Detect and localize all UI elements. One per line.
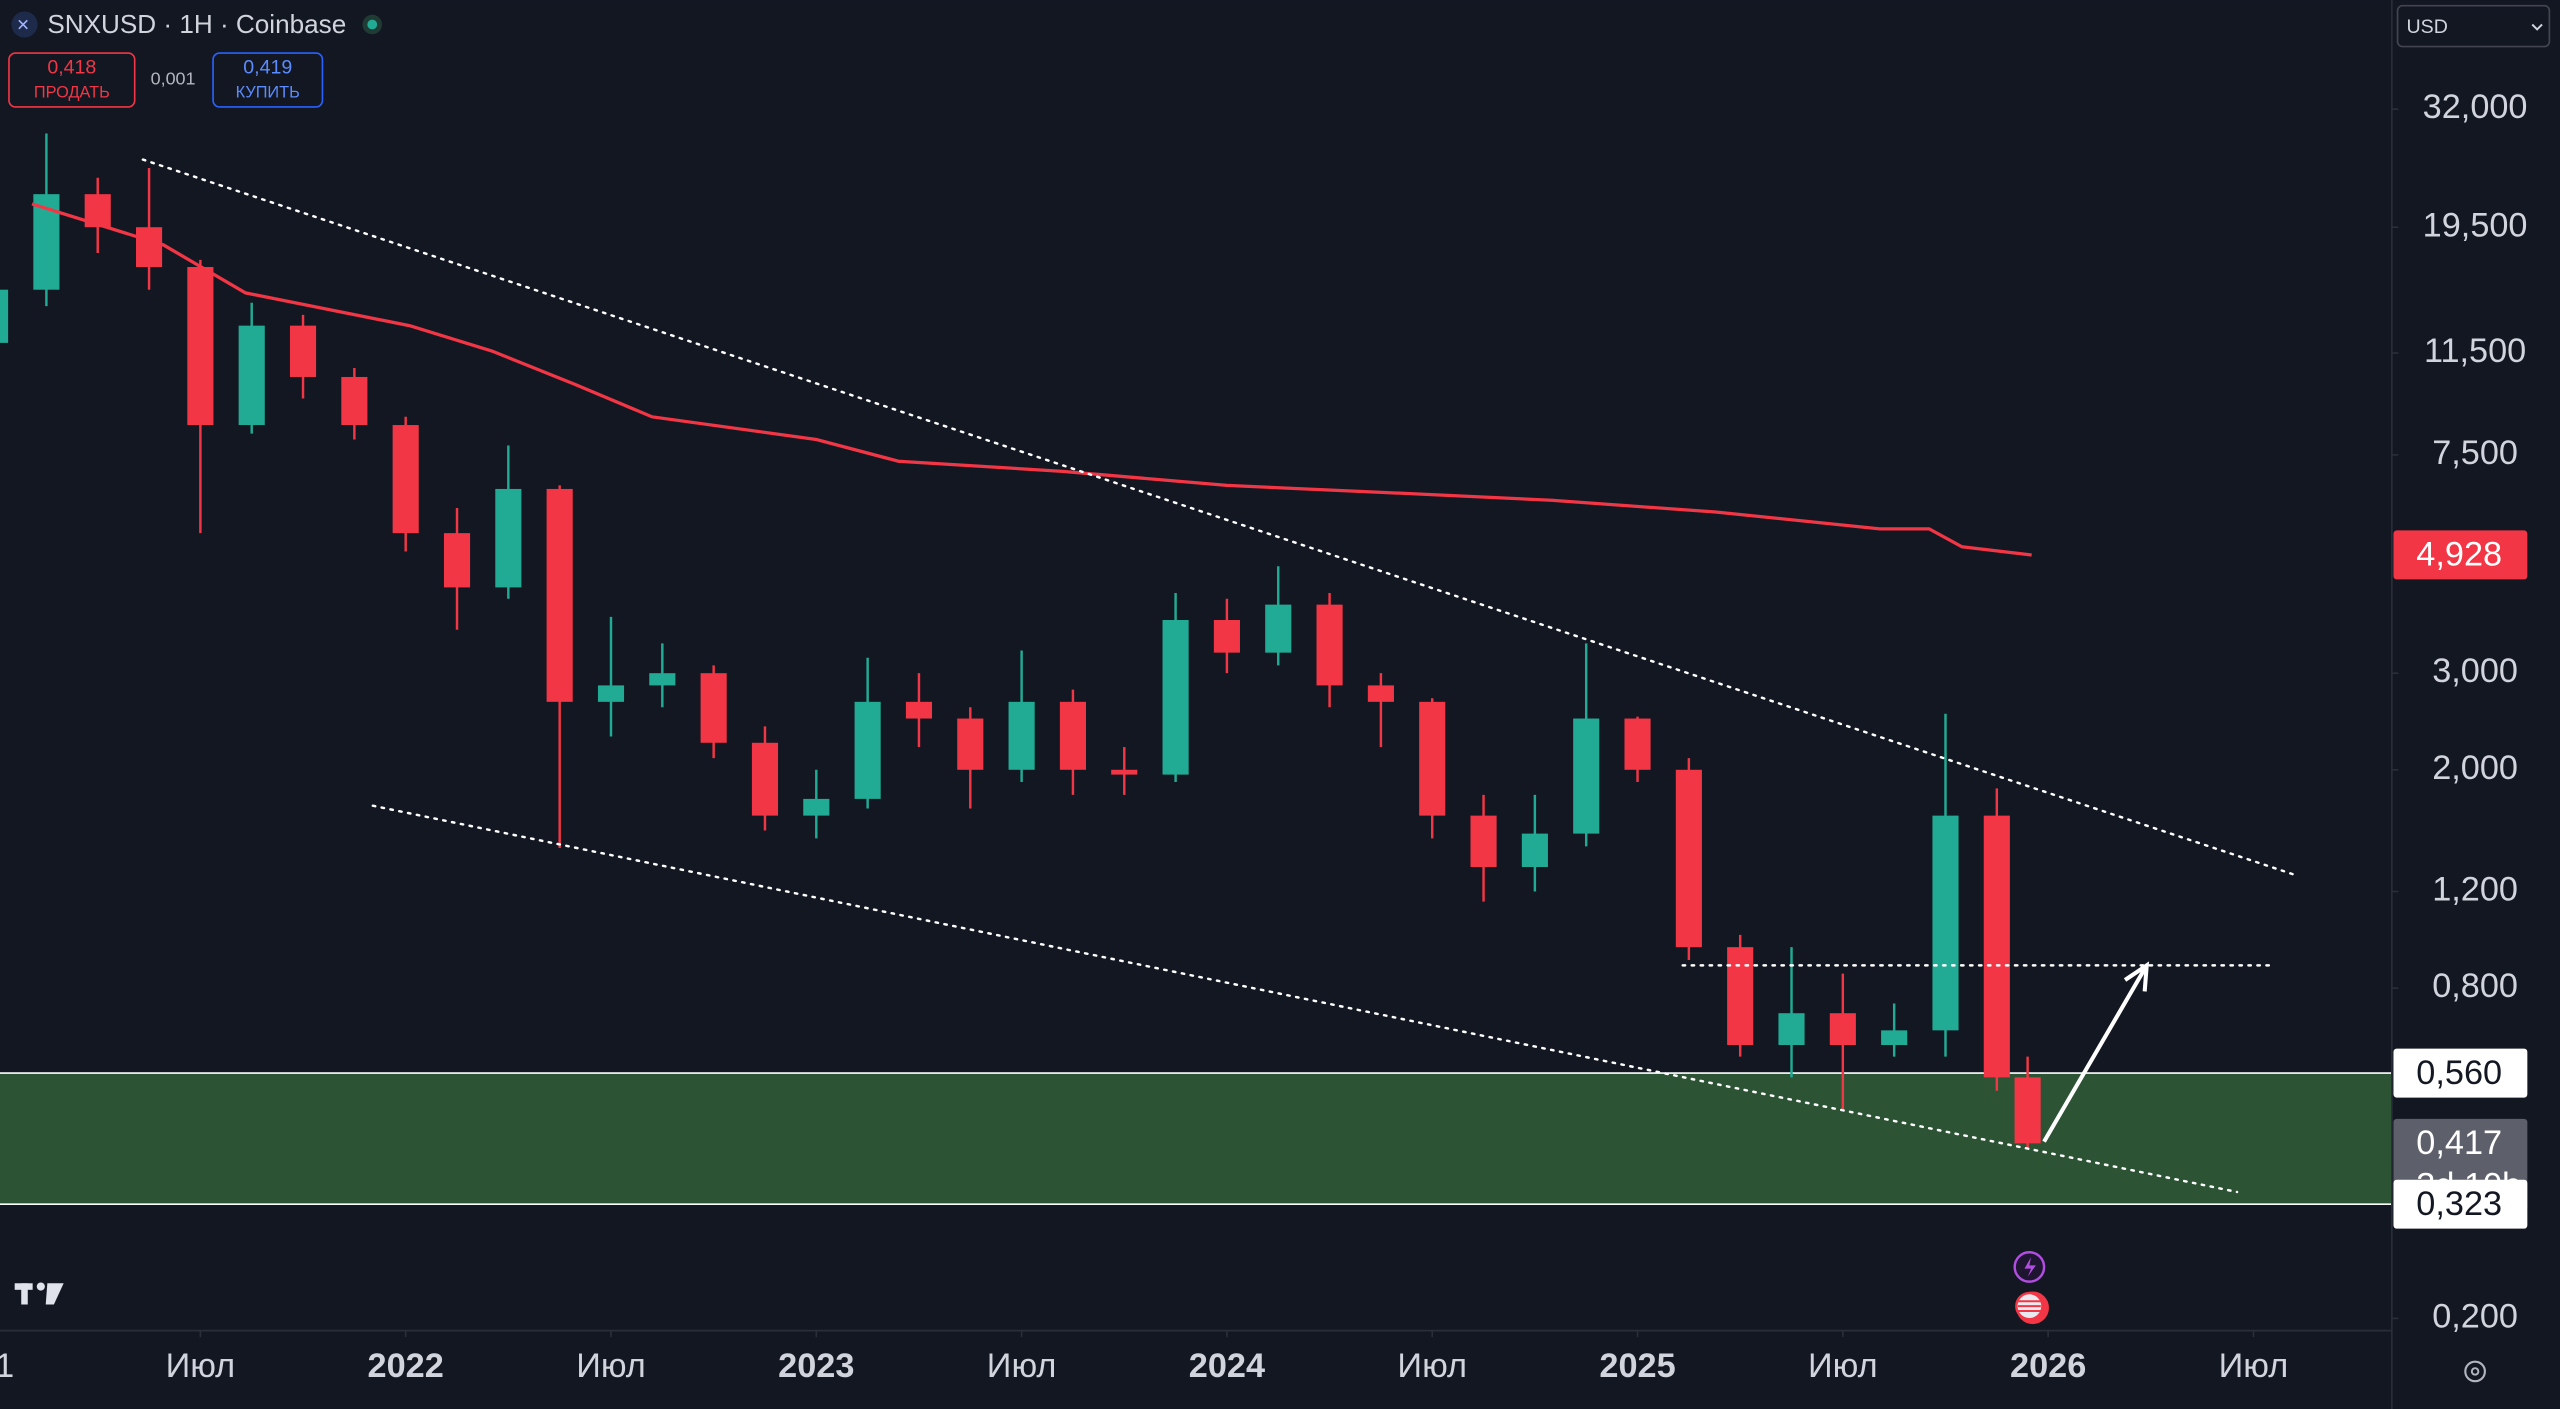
trend-line	[141, 158, 2300, 878]
candle-body	[495, 488, 522, 588]
candle-body	[1111, 769, 1138, 775]
x-tick-label: Июл	[2219, 1347, 2289, 1385]
y-tick-label: 7,500	[2432, 434, 2518, 472]
x-tick-label: 2025	[1599, 1347, 1675, 1385]
spread: 0,001	[151, 69, 196, 89]
sell-label: ПРОДАТЬ	[34, 83, 110, 101]
candle-body	[2014, 1077, 2041, 1144]
currency: USD	[2407, 16, 2448, 38]
candle-body	[905, 701, 933, 719]
candle-body	[1573, 718, 1600, 834]
candle-body	[751, 742, 779, 816]
candle-body	[289, 325, 317, 377]
candle-body	[1881, 1030, 1908, 1046]
sell-price: 0,418	[47, 57, 96, 79]
axes: 32,000 19,500 11,500 7,500 3,000 2,000 1,200 0,…	[0, 88, 2528, 1385]
settings-icon[interactable]	[2464, 1360, 2486, 1383]
candle-body	[854, 701, 881, 799]
candle-body	[597, 685, 625, 702]
zone	[0, 1073, 2392, 1205]
price-label: 0,323	[2416, 1185, 2502, 1223]
currency-select[interactable]	[2396, 4, 2551, 48]
candle-body	[1367, 685, 1394, 702]
x-tick-label: 2022	[368, 1347, 444, 1385]
y-tick-label: 3,000	[2432, 652, 2518, 690]
buy-label: КУПИТЬ	[236, 83, 300, 101]
x-tick-label: Июл	[166, 1347, 236, 1385]
candle-body	[1675, 769, 1702, 948]
price-label-box	[2393, 1048, 2528, 1098]
price-label: 4,928	[2416, 536, 2502, 574]
candle-body	[1983, 815, 2010, 1078]
plot-area	[0, 133, 2392, 1206]
y-tick-label: 0,200	[2432, 1297, 2518, 1335]
y-tick-label: 2,000	[2432, 749, 2518, 787]
symbol-icon	[11, 11, 38, 38]
trend-line	[371, 804, 2239, 1194]
price-label-box	[2393, 530, 2528, 580]
candle-body	[0, 289, 9, 343]
arrow-line	[2042, 964, 2149, 1143]
flag-stripes	[2017, 1300, 2041, 1313]
symbol-icon-glyph: ✕	[16, 16, 30, 34]
x-tick-label: Июл	[576, 1347, 646, 1385]
candle-body	[341, 376, 368, 426]
moving-average	[31, 202, 2032, 557]
candle-body	[187, 267, 214, 426]
settings-icon-center	[2470, 1367, 2480, 1376]
candle-body	[546, 488, 573, 702]
candle-body	[1624, 718, 1651, 770]
candle-body	[957, 718, 984, 770]
candle-body	[1316, 604, 1343, 686]
candle-body	[1778, 1013, 1805, 1046]
y-tick-label: 32,000	[2423, 88, 2528, 126]
buy-button[interactable]	[212, 52, 324, 108]
candle-body	[1008, 701, 1035, 770]
x-tick-label: Июл	[987, 1347, 1057, 1385]
candle-body	[392, 425, 419, 534]
y-tick-label: 0,800	[2432, 967, 2518, 1005]
candle-body	[1470, 815, 1497, 867]
x-tick-label: 2026	[2010, 1347, 2086, 1385]
candle-body	[135, 227, 163, 268]
event-icon-glyph	[2024, 1257, 2036, 1277]
logo	[14, 1282, 64, 1305]
x-tick-label: Июл	[1397, 1347, 1467, 1385]
logo-part	[21, 1283, 28, 1305]
price-label: 0,417	[2416, 1124, 2502, 1162]
candles	[0, 133, 2041, 1148]
arrow-head	[2123, 961, 2150, 992]
x-tick-label: Июл	[1808, 1347, 1878, 1385]
candle-body	[803, 798, 830, 816]
candle-body	[1419, 701, 1446, 816]
candle-body	[649, 673, 676, 686]
candle-body	[238, 325, 265, 426]
candle-body	[1059, 701, 1087, 770]
sell-button[interactable]	[8, 52, 136, 108]
candle-body	[1829, 1013, 1856, 1046]
x-tick-label: 21	[0, 1347, 14, 1385]
price-label-box	[2393, 1179, 2528, 1229]
market-status-dot	[367, 19, 378, 30]
y-tick-label: 1,200	[2432, 871, 2518, 909]
price-label: 0,560	[2416, 1054, 2502, 1092]
candle-body	[1265, 604, 1292, 653]
candle-body	[1213, 620, 1240, 653]
candle-body	[700, 673, 727, 743]
candle-body	[443, 533, 471, 588]
y-tick-label: 11,500	[2424, 332, 2526, 370]
x-tick-label: 2023	[778, 1347, 854, 1385]
symbol-title[interactable]: SNXUSD · 1H · Coinbase	[47, 9, 346, 39]
candle-body	[1932, 815, 1959, 1031]
dropdown-caret	[2531, 23, 2543, 31]
buy-price: 0,419	[243, 57, 292, 79]
candle-body	[1727, 947, 1754, 1046]
logo-part	[45, 1283, 64, 1305]
candle-body	[1162, 620, 1189, 775]
logo-part	[36, 1282, 45, 1291]
y-tick-label: 19,500	[2423, 206, 2528, 244]
candle-body	[1521, 833, 1548, 867]
x-tick-label: 2024	[1189, 1347, 1265, 1385]
